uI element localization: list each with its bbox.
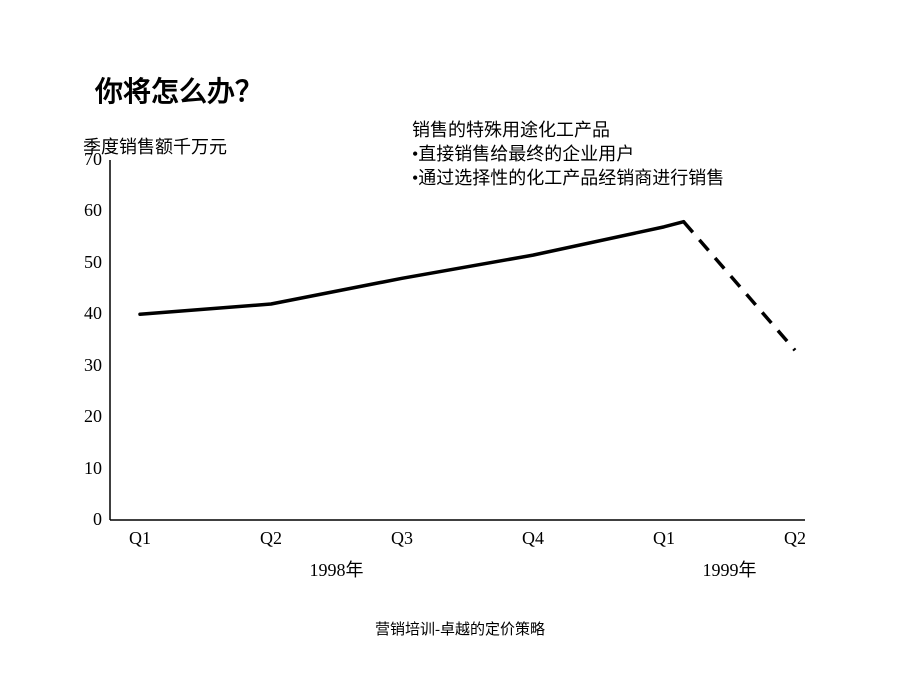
y-tick-label: 20 [62,406,102,427]
year-label: 1998年 [310,556,364,582]
x-tick-label: Q1 [129,528,151,549]
y-tick-label: 70 [62,149,102,170]
year-label: 1999年 [703,556,757,582]
x-tick-label: Q2 [260,528,282,549]
footer-text: 营销培训-卓越的定价策略 [375,618,545,639]
x-tick-label: Q1 [653,528,675,549]
y-tick-label: 10 [62,458,102,479]
annotation-line: 销售的特殊用途化工产品 [412,118,724,142]
y-tick-label: 40 [62,303,102,324]
page-title: 你将怎么办？ [95,70,263,110]
x-tick-label: Q2 [784,528,806,549]
chart-svg [110,160,805,520]
y-tick-label: 30 [62,355,102,376]
y-tick-label: 50 [62,252,102,273]
x-tick-label: Q4 [522,528,544,549]
x-tick-label: Q3 [391,528,413,549]
y-tick-label: 60 [62,200,102,221]
slide: 你将怎么办？ 季度销售额千万元 销售的特殊用途化工产品 •直接销售给最终的企业用… [0,0,920,690]
y-tick-label: 0 [62,509,102,530]
y-axis-label: 季度销售额千万元 [83,133,227,159]
line-chart [110,160,805,520]
